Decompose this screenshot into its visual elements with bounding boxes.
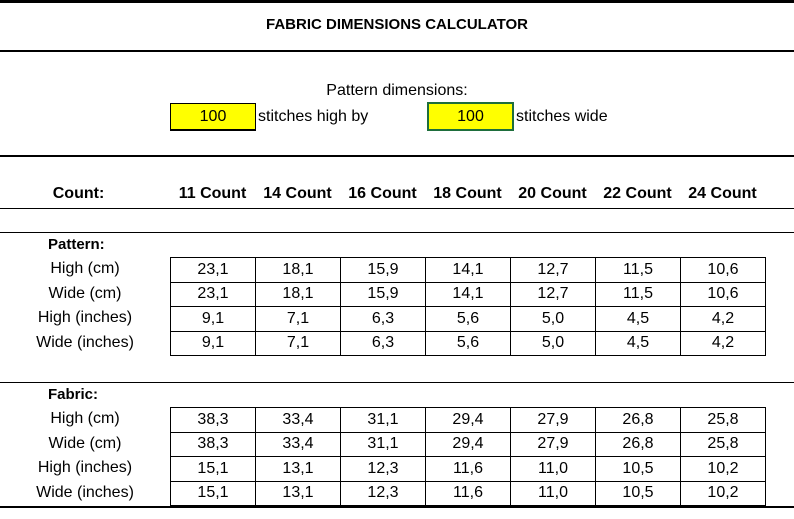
table-row: 23,1 18,1 15,9 14,1 12,7 11,5 10,6 <box>170 281 766 307</box>
divider <box>0 506 794 508</box>
cell[interactable]: 9,1 <box>170 330 256 356</box>
cell[interactable]: 10,6 <box>680 281 766 307</box>
count-header: 14 Count <box>263 185 332 202</box>
cell[interactable]: 27,9 <box>510 407 596 433</box>
row-label: High (inches) <box>37 459 133 477</box>
table-row: 9,1 7,1 6,3 5,6 5,0 4,5 4,2 <box>170 306 766 332</box>
cell[interactable]: 27,9 <box>510 431 596 457</box>
cell[interactable]: 6,3 <box>340 306 426 332</box>
cell[interactable]: 11,6 <box>425 456 511 482</box>
fabric-section-label: Fabric: <box>48 386 99 403</box>
cell[interactable]: 25,8 <box>680 431 766 457</box>
table-row: 38,3 33,4 31,1 29,4 27,9 26,8 25,8 <box>170 431 766 457</box>
row-label: High (inches) <box>37 309 133 327</box>
cell[interactable]: 4,2 <box>680 306 766 332</box>
pattern-section-label: Pattern: <box>48 236 105 253</box>
cell[interactable]: 10,2 <box>680 480 766 506</box>
cell[interactable]: 13,1 <box>255 456 341 482</box>
count-label: Count: <box>52 185 105 202</box>
cell[interactable]: 10,2 <box>680 456 766 482</box>
cell[interactable]: 10,5 <box>595 456 681 482</box>
cell[interactable]: 25,8 <box>680 407 766 433</box>
cell[interactable]: 14,1 <box>425 281 511 307</box>
pattern-table: 23,1 18,1 15,9 14,1 12,7 11,5 10,6 23,1 18,1 15,9… <box>170 257 766 356</box>
cell[interactable]: 13,1 <box>255 480 341 506</box>
cell[interactable]: 5,6 <box>425 330 511 356</box>
cell[interactable]: 31,1 <box>340 431 426 457</box>
stitches-wide-label: stitches wide <box>516 108 608 125</box>
cell[interactable]: 7,1 <box>255 306 341 332</box>
cell[interactable]: 15,9 <box>340 281 426 307</box>
row-label: Wide (cm) <box>48 284 122 302</box>
count-header: 22 Count <box>603 185 672 202</box>
cell[interactable]: 15,9 <box>340 257 426 283</box>
count-header: 20 Count <box>518 185 587 202</box>
table-row: 23,1 18,1 15,9 14,1 12,7 11,5 10,6 <box>170 257 766 283</box>
cell[interactable]: 12,3 <box>340 480 426 506</box>
pattern-dimensions-label: Pattern dimensions: <box>326 82 468 99</box>
table-row: 15,1 13,1 12,3 11,6 11,0 10,5 10,2 <box>170 456 766 482</box>
cell[interactable]: 4,2 <box>680 330 766 356</box>
cell[interactable]: 9,1 <box>170 306 256 332</box>
count-header: 24 Count <box>688 185 757 202</box>
divider <box>0 50 794 52</box>
cell[interactable]: 23,1 <box>170 257 256 283</box>
cell[interactable]: 12,7 <box>510 257 596 283</box>
cell[interactable]: 26,8 <box>595 431 681 457</box>
cell[interactable]: 12,7 <box>510 281 596 307</box>
divider <box>0 232 794 233</box>
cell[interactable]: 12,3 <box>340 456 426 482</box>
row-label: Wide (cm) <box>48 434 122 452</box>
cell[interactable]: 6,3 <box>340 330 426 356</box>
cell[interactable]: 29,4 <box>425 431 511 457</box>
row-label: High (cm) <box>50 260 120 277</box>
cell[interactable]: 15,1 <box>170 480 256 506</box>
divider <box>0 382 794 383</box>
table-row: 38,3 33,4 31,1 29,4 27,9 26,8 25,8 <box>170 407 766 433</box>
cell[interactable]: 26,8 <box>595 407 681 433</box>
table-row: 15,1 13,1 12,3 11,6 11,0 10,5 10,2 <box>170 480 766 506</box>
row-label: Wide (inches) <box>36 484 134 502</box>
cell[interactable]: 5,6 <box>425 306 511 332</box>
cell[interactable]: 31,1 <box>340 407 426 433</box>
page-title: FABRIC DIMENSIONS CALCULATOR <box>266 16 528 33</box>
count-header: 18 Count <box>433 185 502 202</box>
stitches-wide-input[interactable]: 100 <box>427 102 514 131</box>
cell[interactable]: 7,1 <box>255 330 341 356</box>
count-header: 16 Count <box>348 185 417 202</box>
cell[interactable]: 11,6 <box>425 480 511 506</box>
cell[interactable]: 10,5 <box>595 480 681 506</box>
cell[interactable]: 29,4 <box>425 407 511 433</box>
cell[interactable]: 4,5 <box>595 330 681 356</box>
cell[interactable]: 33,4 <box>255 431 341 457</box>
cell[interactable]: 33,4 <box>255 407 341 433</box>
row-label: High (cm) <box>50 410 120 427</box>
cell[interactable]: 11,5 <box>595 281 681 307</box>
cell[interactable]: 18,1 <box>255 281 341 307</box>
divider <box>0 0 794 3</box>
cell[interactable]: 11,5 <box>595 257 681 283</box>
stitches-high-label: stitches high by <box>258 108 369 125</box>
cell[interactable]: 11,0 <box>510 456 596 482</box>
cell[interactable]: 14,1 <box>425 257 511 283</box>
row-label: Wide (inches) <box>36 334 134 352</box>
cell[interactable]: 5,0 <box>510 330 596 356</box>
fabric-table: 38,3 33,4 31,1 29,4 27,9 26,8 25,8 38,3 33,4 31,1… <box>170 407 766 506</box>
cell[interactable]: 4,5 <box>595 306 681 332</box>
divider <box>0 155 794 157</box>
cell[interactable]: 11,0 <box>510 480 596 506</box>
cell[interactable]: 38,3 <box>170 407 256 433</box>
cell[interactable]: 10,6 <box>680 257 766 283</box>
cell[interactable]: 18,1 <box>255 257 341 283</box>
cell[interactable]: 15,1 <box>170 456 256 482</box>
cell[interactable]: 5,0 <box>510 306 596 332</box>
count-header: 11 Count <box>178 185 247 202</box>
cell[interactable]: 23,1 <box>170 281 256 307</box>
divider <box>0 208 794 209</box>
cell[interactable]: 38,3 <box>170 431 256 457</box>
table-row: 9,1 7,1 6,3 5,6 5,0 4,5 4,2 <box>170 330 766 356</box>
stitches-high-input[interactable]: 100 <box>170 103 256 131</box>
